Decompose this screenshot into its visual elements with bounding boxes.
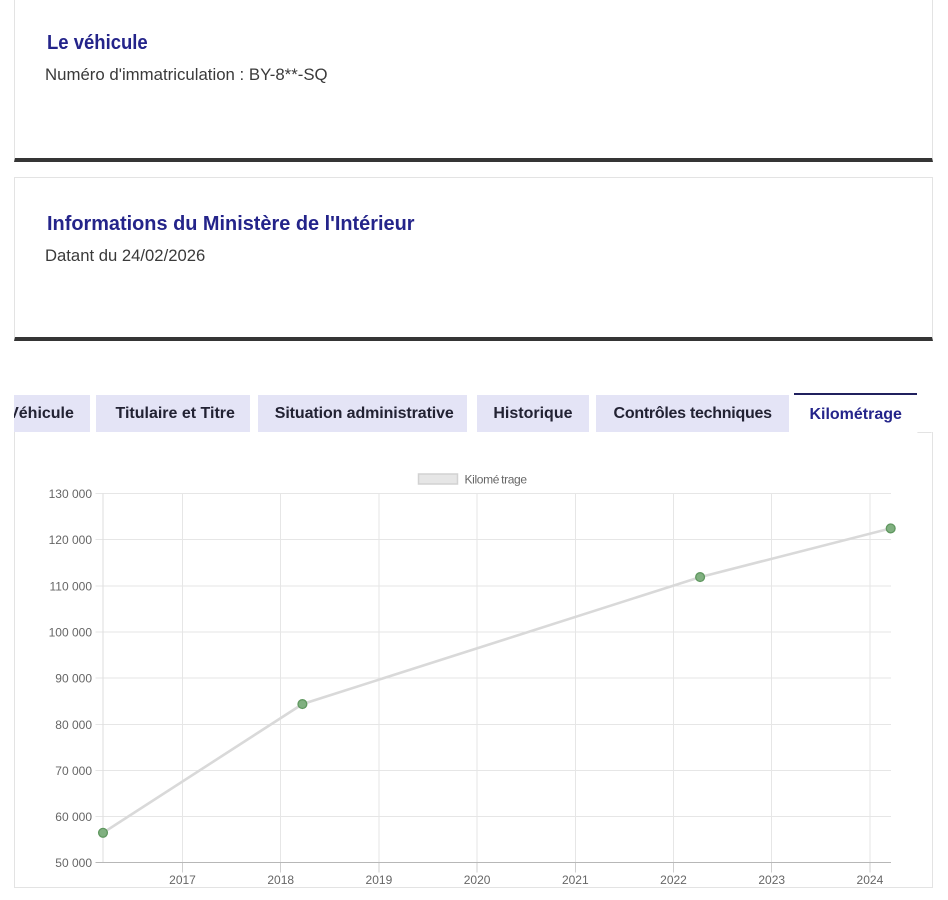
svg-text:50 000: 50 000 (55, 856, 92, 870)
svg-text:130 000: 130 000 (49, 487, 93, 501)
svg-text:110 000: 110 000 (50, 579, 93, 593)
svg-text:70 000: 70 000 (55, 764, 92, 778)
svg-text:2023: 2023 (758, 873, 785, 887)
svg-text:100 000: 100 000 (49, 625, 93, 639)
svg-text:120 000: 120 000 (49, 533, 93, 547)
svg-text:2022: 2022 (660, 873, 687, 887)
svg-text:2017: 2017 (169, 873, 196, 887)
svg-text:2020: 2020 (464, 873, 491, 887)
svg-text:2021: 2021 (562, 873, 589, 887)
svg-text:2019: 2019 (366, 873, 393, 887)
svg-text:2024: 2024 (857, 873, 884, 887)
svg-text:2018: 2018 (267, 873, 294, 887)
svg-text:60 000: 60 000 (55, 810, 92, 824)
svg-text:Kilométrage: Kilomé trage (465, 473, 528, 487)
svg-text:80 000: 80 000 (55, 718, 92, 732)
svg-text:90 000: 90 000 (55, 671, 92, 685)
